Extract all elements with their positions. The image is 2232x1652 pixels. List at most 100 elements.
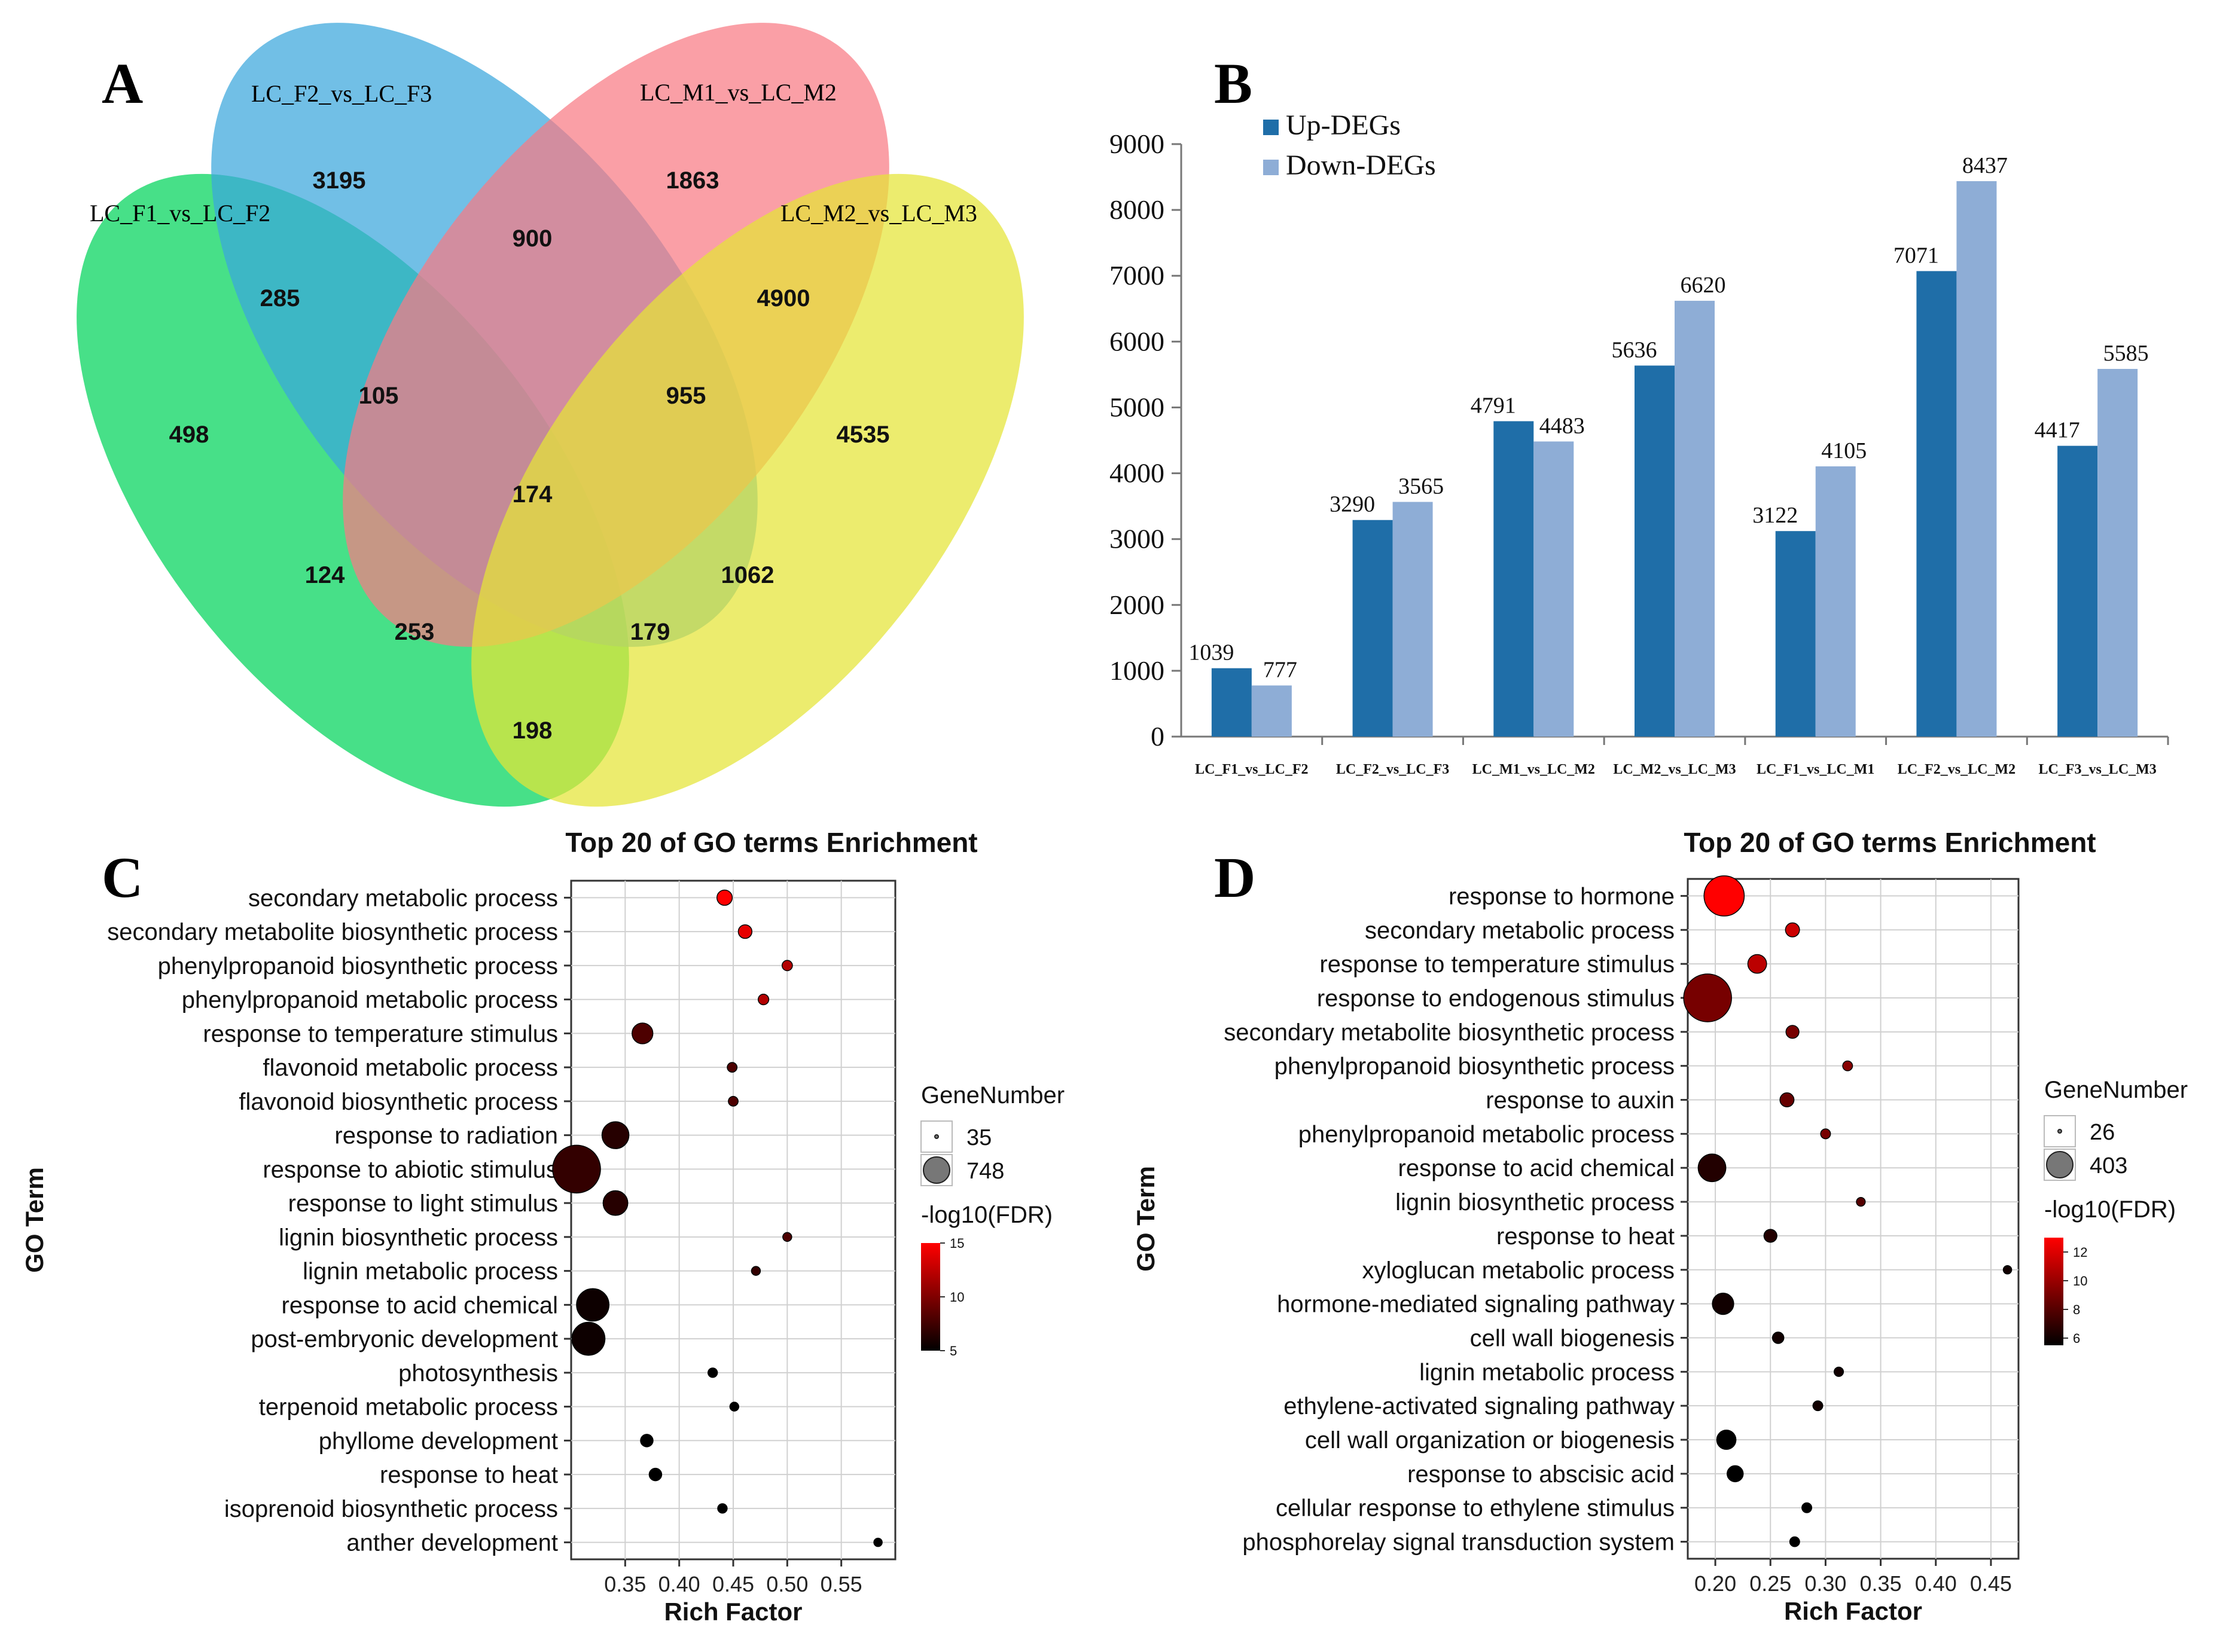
- x-tick-label: LC_F3_vs_LC_M3: [2038, 762, 2156, 777]
- chart-title: Top 20 of GO terms Enrichment: [1684, 827, 2096, 858]
- go-term-label: phenylpropanoid metabolic process: [1298, 1121, 1675, 1147]
- go-term-label: phyllome development: [319, 1428, 558, 1454]
- bar-value-label: 5585: [2103, 341, 2149, 366]
- point-response-to-abscisic-acid: [1727, 1465, 1744, 1483]
- bar-up-degs-lc-f2-vs-lc-f3: [1352, 520, 1393, 737]
- size-legend-circle: [923, 1156, 950, 1184]
- point-phenylpropanoid-metabolic-process: [757, 994, 770, 1006]
- chart-title: Top 20 of GO terms Enrichment: [565, 827, 977, 858]
- point-response-to-light-stimulus: [602, 1190, 629, 1216]
- color-legend-bar: [2044, 1238, 2063, 1345]
- bar-down-degs-lc-m1-vs-lc-m2: [1533, 441, 1574, 737]
- bar-down-degs-lc-f3-vs-lc-m3: [2097, 369, 2138, 737]
- go-term-label: hormone-mediated signaling pathway: [1277, 1291, 1675, 1318]
- color-legend-title: -log10(FDR): [2044, 1196, 2176, 1223]
- go-term-label: secondary metabolic process: [1365, 917, 1675, 943]
- venn-count: 179: [630, 619, 670, 645]
- venn-count: 4535: [837, 422, 890, 448]
- size-legend: GeneNumber 26 403: [2044, 1077, 2188, 1181]
- point-response-to-radiation: [601, 1121, 630, 1149]
- size-legend-label: 35: [966, 1125, 992, 1150]
- color-legend-tick-label: 10: [2073, 1274, 2087, 1288]
- point-secondary-metabolic-process: [1785, 922, 1800, 938]
- point-photosynthesis: [707, 1367, 718, 1378]
- bar-value-label: 8437: [1962, 153, 2008, 178]
- color-legend-title: -log10(FDR): [921, 1202, 1053, 1228]
- venn-label-lc-m2-vs-lc-m3: LC_M2_vs_LC_M3: [780, 200, 977, 227]
- point-response-to-heat: [1763, 1229, 1777, 1243]
- point-secondary-metabolite-biosynthetic-process: [1785, 1025, 1800, 1039]
- go-term-label: flavonoid biosynthetic process: [239, 1089, 558, 1115]
- x-tick-label: 0.45: [712, 1572, 754, 1596]
- go-dot-plot-d: Top 20 of GO terms Enrichment 0.20 0.25 0.3…: [1132, 827, 2188, 1625]
- bar-value-label: 5636: [1612, 337, 1657, 362]
- point-lignin-metabolic-process: [751, 1266, 761, 1276]
- legend-swatch: [1263, 160, 1279, 175]
- size-legend-circle: [2046, 1151, 2074, 1178]
- point-response-to-heat: [648, 1467, 663, 1482]
- go-term-label: response to heat: [1496, 1223, 1675, 1250]
- go-term-label: cellular response to ethylene stimulus: [1276, 1495, 1675, 1522]
- x-tick-label: LC_M1_vs_LC_M2: [1472, 762, 1595, 777]
- go-term-label: response to acid chemical: [282, 1292, 558, 1318]
- y-tick-label: 8000: [1109, 194, 1164, 225]
- y-tick-label: 7000: [1109, 260, 1164, 291]
- point-phenylpropanoid-metabolic-process: [1820, 1128, 1831, 1140]
- bar-value-label: 4791: [1471, 393, 1516, 418]
- y-tick-label: 0: [1151, 721, 1164, 752]
- point-xyloglucan-metabolic-process: [2002, 1265, 2013, 1275]
- bar-up-degs-lc-m1-vs-lc-m2: [1493, 421, 1534, 737]
- x-tick-label: LC_F2_vs_LC_F3: [1336, 762, 1449, 777]
- point-secondary-metabolite-biosynthetic-process: [737, 924, 753, 939]
- x-tick-label: 0.55: [821, 1572, 862, 1596]
- go-term-label: response to temperature stimulus: [203, 1021, 558, 1047]
- go-term-label: response to auxin: [1486, 1088, 1675, 1114]
- go-term-label: phenylpropanoid biosynthetic process: [1274, 1054, 1675, 1080]
- go-term-label: response to hormone: [1449, 883, 1675, 909]
- go-term-label: photosynthesis: [398, 1360, 558, 1387]
- bar-up-degs-lc-f2-vs-lc-m2: [1916, 271, 1957, 737]
- venn-count: 285: [260, 285, 300, 312]
- point-hormone-mediated-signaling-pathway: [1712, 1293, 1734, 1315]
- bar-down-degs-lc-f2-vs-lc-f3: [1392, 502, 1433, 737]
- go-term-label: terpenoid metabolic process: [259, 1394, 558, 1421]
- bar-value-label: 4483: [1539, 413, 1585, 438]
- y-tick-label: 6000: [1109, 326, 1164, 356]
- venn-label-lc-f2-vs-lc-f3: LC_F2_vs_LC_F3: [251, 80, 432, 107]
- venn-count: 253: [395, 619, 435, 645]
- legend-swatch: [1263, 120, 1279, 135]
- venn-count: 124: [305, 562, 345, 588]
- go-term-label: response to light stimulus: [288, 1190, 558, 1217]
- x-tick-label: 0.45: [1970, 1571, 2012, 1596]
- x-tick-label: 0.40: [1915, 1571, 1957, 1596]
- go-term-label: secondary metabolite biosynthetic proces…: [1224, 1019, 1675, 1046]
- go-term-label: isoprenoid biosynthetic process: [224, 1496, 558, 1522]
- go-term-label: secondary metabolic process: [248, 885, 558, 911]
- venn-set-lc-m1-vs-lc-m2: [343, 23, 889, 647]
- point-response-to-auxin: [1779, 1092, 1795, 1108]
- bar-value-label: 3122: [1752, 503, 1798, 528]
- point-phyllome-development: [640, 1434, 654, 1448]
- bar-down-degs-lc-f2-vs-lc-m2: [1956, 181, 1997, 737]
- bar-down-degs-lc-m2-vs-lc-m3: [1675, 301, 1715, 737]
- y-tick-label: 3000: [1109, 524, 1164, 554]
- point-anther-development: [873, 1537, 883, 1547]
- y-axis-title: GO Term: [20, 1167, 48, 1273]
- go-term-label: cell wall biogenesis: [1470, 1325, 1675, 1351]
- bar-value-label: 7071: [1893, 243, 1939, 268]
- venn-count: 900: [513, 225, 553, 252]
- point-flavonoid-metabolic-process: [727, 1062, 738, 1073]
- x-axis-title: Rich Factor: [1784, 1597, 1922, 1625]
- x-tick-label: 0.20: [1694, 1571, 1736, 1596]
- point-cellular-response-to-ethylene-stimulus: [1801, 1502, 1813, 1513]
- bar-value-label: 4105: [1821, 438, 1867, 463]
- bar-up-degs-lc-f3-vs-lc-m3: [2057, 445, 2098, 737]
- size-legend-title: GeneNumber: [2044, 1077, 2188, 1103]
- x-tick-label: 0.35: [604, 1572, 646, 1596]
- color-legend-tick-label: 10: [950, 1290, 964, 1305]
- point-response-to-acid-chemical: [576, 1288, 610, 1322]
- size-legend: GeneNumber 35 748: [920, 1082, 1065, 1186]
- point-cell-wall-biogenesis: [1771, 1332, 1785, 1344]
- legend: Up-DEGs Down-DEGs: [1263, 109, 1436, 181]
